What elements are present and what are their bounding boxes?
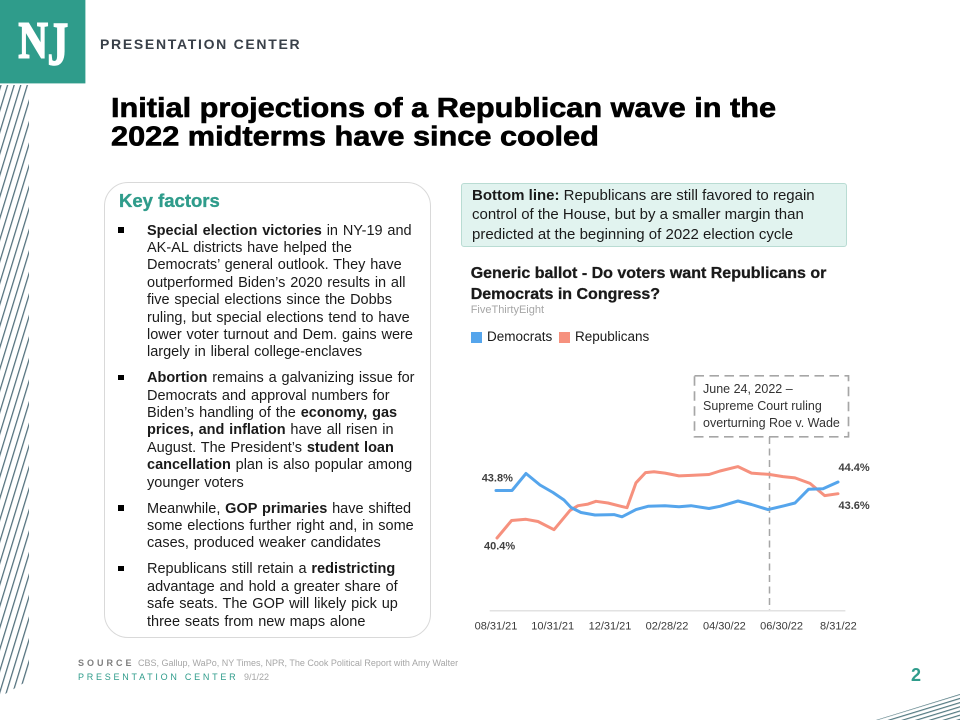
svg-text:Supreme Court ruling: Supreme Court ruling (703, 399, 822, 413)
svg-text:04/30/22: 04/30/22 (703, 621, 746, 633)
svg-text:8/31/22: 8/31/22 (820, 621, 857, 633)
svg-text:40.4%: 40.4% (484, 540, 515, 552)
svg-text:June 24, 2022 –: June 24, 2022 – (703, 382, 793, 396)
svg-text:06/30/22: 06/30/22 (760, 621, 803, 633)
svg-text:44.4%: 44.4% (839, 462, 870, 474)
svg-text:N: N (19, 12, 49, 70)
svg-text:43.8%: 43.8% (482, 473, 513, 485)
svg-text:J: J (48, 12, 69, 79)
svg-text:10/31/21: 10/31/21 (531, 621, 574, 633)
svg-text:08/31/21: 08/31/21 (475, 621, 518, 633)
svg-text:43.6%: 43.6% (839, 500, 870, 512)
svg-text:02/28/22: 02/28/22 (646, 621, 689, 633)
svg-text:12/31/21: 12/31/21 (589, 621, 632, 633)
svg-text:overturning Roe v. Wade: overturning Roe v. Wade (703, 416, 840, 430)
